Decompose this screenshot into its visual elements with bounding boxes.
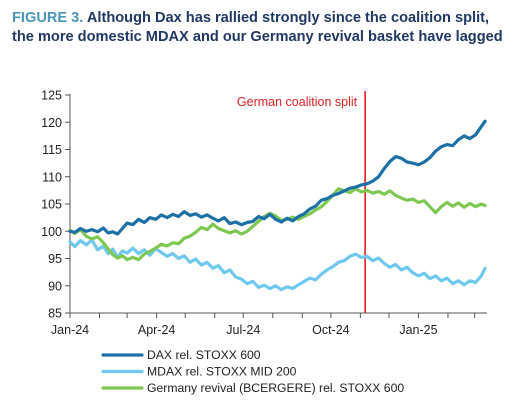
axes: 85 90 95 100 105 110 115 120 125 Jan-24 Apr-24 Jul-…	[41, 89, 487, 337]
x-tick-label: Jan-25	[399, 323, 437, 337]
y-tick-label: 125	[41, 89, 62, 103]
x-tick-label: Oct-24	[312, 323, 350, 337]
y-tick-label: 100	[41, 225, 62, 239]
annotation: German coalition split	[237, 91, 366, 313]
figure-title-text: Although Dax has rallied strongly since …	[12, 10, 503, 45]
legend-label-2: MDAX rel. STOXX MID 200	[147, 365, 297, 379]
figure-number: FIGURE 3.	[12, 10, 84, 26]
x-tick-label: Apr-24	[138, 323, 176, 337]
series-line-1	[68, 119, 487, 236]
y-tick-label: 95	[48, 252, 62, 266]
coalition-split-label: German coalition split	[237, 95, 358, 109]
x-tick-label: Jan-24	[51, 323, 89, 337]
series-line-3	[68, 187, 487, 262]
legend-label-1: DAX rel. STOXX 600	[147, 348, 261, 362]
legend: DAX rel. STOXX 600 MDAX rel. STOXX MID 20…	[101, 348, 404, 395]
y-tick-label: 105	[41, 198, 62, 212]
legend-label-3: Germany revival (BCERGERE) rel. STOXX 60…	[147, 381, 404, 395]
y-tick-label: 90	[48, 279, 62, 293]
series-line-2	[68, 238, 487, 292]
y-tick-label: 120	[41, 116, 62, 130]
x-tick-label: Jul-24	[226, 323, 260, 337]
y-tick-label: 115	[42, 143, 62, 157]
y-tick-label: 110	[42, 170, 62, 184]
figure-title: FIGURE 3. Although Dax has rallied stron…	[12, 9, 504, 47]
series-lines	[68, 119, 487, 292]
y-tick-label: 85	[48, 307, 62, 321]
